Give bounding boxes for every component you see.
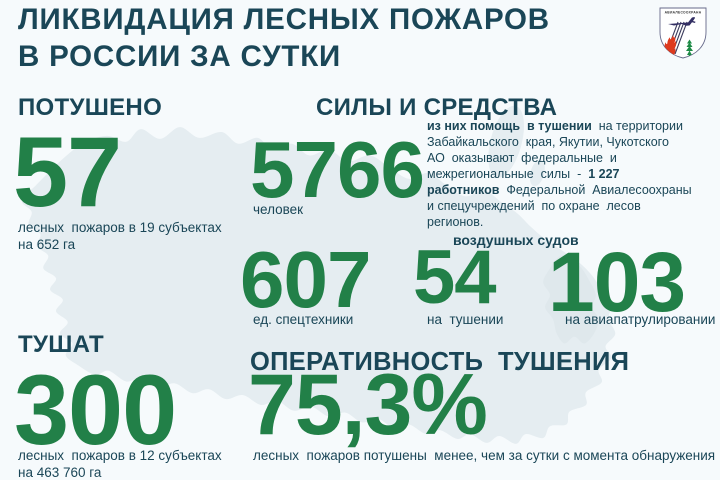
svg-text:АВИАЛЕСООХРАНА: АВИАЛЕСООХРАНА — [665, 11, 702, 15]
